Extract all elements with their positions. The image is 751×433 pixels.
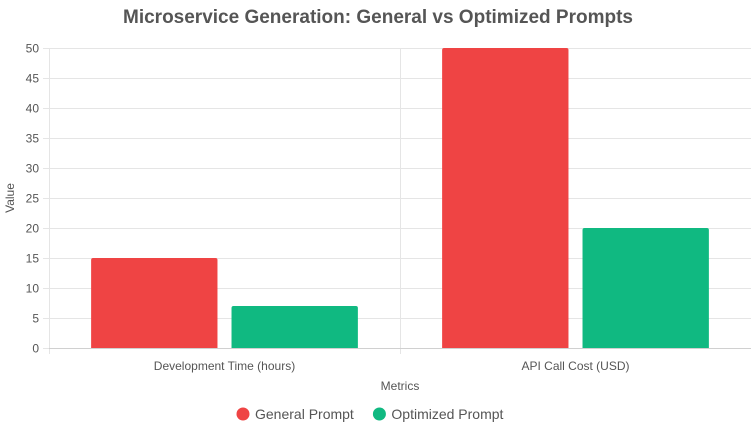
y-tick-label: 50 — [26, 42, 40, 56]
bars — [91, 48, 709, 348]
y-tick-label: 45 — [26, 72, 40, 86]
y-tick-label: 15 — [26, 252, 40, 266]
y-tick-label: 5 — [32, 312, 39, 326]
bar-general-prompt — [91, 258, 218, 348]
bar-general-prompt — [442, 48, 569, 348]
y-tick-label: 30 — [26, 162, 40, 176]
bar-optimized-prompt — [582, 228, 709, 348]
legend-swatch — [236, 407, 250, 421]
legend: General Prompt Optimized Prompt — [236, 406, 504, 422]
y-tick-label: 25 — [26, 192, 40, 206]
legend-label: Optimized Prompt — [391, 406, 503, 422]
x-tick-label: Development Time (hours) — [154, 359, 295, 373]
y-tick-label: 10 — [26, 282, 40, 296]
y-tick-label: 40 — [26, 102, 40, 116]
y-axis-title: Value — [3, 183, 17, 213]
x-axis-title: Metrics — [381, 379, 420, 393]
chart-title: Microservice Generation: General vs Opti… — [123, 7, 633, 28]
legend-label: General Prompt — [255, 406, 354, 422]
y-tick-label: 0 — [32, 342, 39, 356]
axes: 0 5 10 15 20 25 30 35 40 45 50 Development Time (ho… — [26, 42, 751, 373]
y-tick-label: 20 — [26, 222, 40, 236]
x-tick-label: API Call Cost (USD) — [521, 359, 629, 373]
y-tick-label: 35 — [26, 132, 40, 146]
bar-optimized-prompt — [231, 306, 358, 348]
legend-swatch — [372, 407, 386, 421]
